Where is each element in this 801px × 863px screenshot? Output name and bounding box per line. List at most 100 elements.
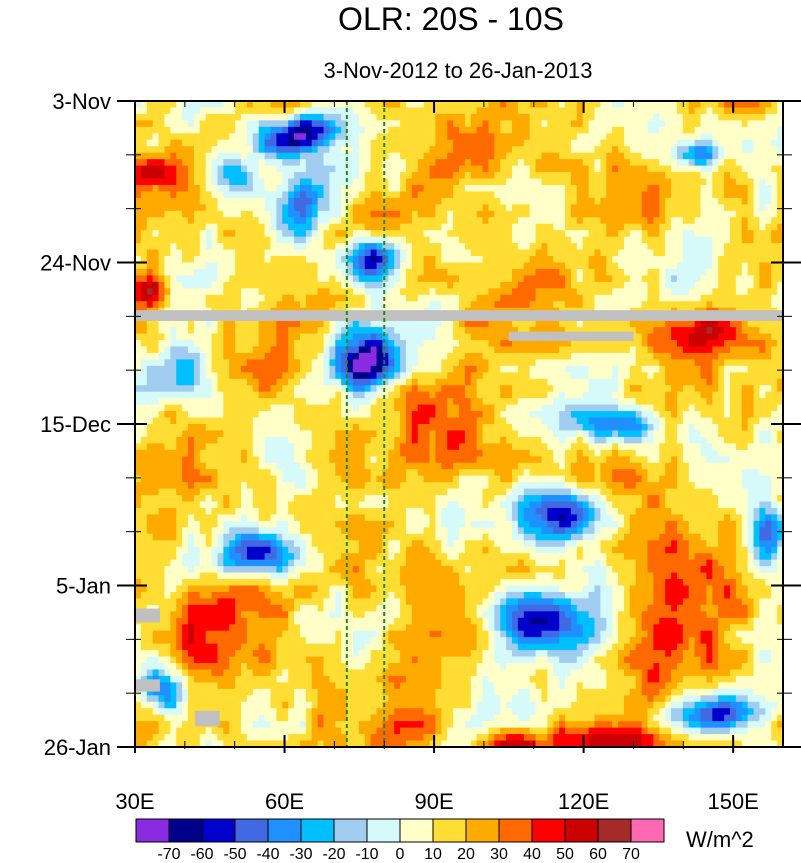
olr-cell (252, 120, 260, 128)
olr-cell (559, 101, 566, 109)
olr-cell (459, 333, 466, 341)
olr-cell (729, 288, 737, 296)
olr-cell (176, 204, 183, 212)
olr-cell (700, 197, 708, 205)
olr-cell (565, 346, 572, 354)
olr-cell (376, 197, 384, 205)
olr-cell (712, 262, 719, 270)
olr-cell (771, 197, 778, 205)
olr-cell (305, 301, 313, 309)
olr-cell (665, 301, 672, 309)
olr-cell (759, 352, 766, 360)
olr-cell (429, 352, 437, 360)
olr-cell (570, 165, 578, 173)
olr-cell (429, 327, 437, 335)
olr-cell (647, 146, 654, 154)
olr-cell (417, 365, 425, 373)
olr-cell (411, 172, 419, 180)
olr-cell (152, 172, 160, 180)
olr-cell (388, 352, 395, 360)
olr-cell (429, 217, 437, 225)
olr-cell (176, 378, 183, 386)
olr-cell (376, 249, 384, 257)
olr-cell (735, 139, 743, 147)
olr-cell (405, 133, 413, 141)
olr-cell (158, 178, 166, 186)
olr-cell (311, 378, 319, 386)
olr-cell (671, 159, 678, 167)
olr-cell (653, 359, 660, 367)
olr-cell (565, 107, 572, 115)
olr-cell (700, 256, 708, 264)
olr-cell (264, 365, 272, 373)
olr-cell (388, 378, 395, 386)
olr-cell (193, 243, 201, 251)
olr-cell (777, 217, 783, 225)
olr-cell (512, 210, 519, 218)
olr-cell (464, 385, 472, 393)
olr-cell (376, 320, 384, 328)
olr-cell (712, 230, 719, 238)
olr-cell (170, 197, 177, 205)
olr-cell (223, 204, 230, 212)
olr-cell (347, 204, 354, 212)
olr-cell (671, 236, 678, 244)
olr-cell (435, 152, 442, 160)
olr-cell (435, 301, 442, 309)
olr-cell (529, 152, 537, 160)
olr-cell (735, 210, 743, 218)
olr-cell (329, 256, 336, 264)
olr-cell (229, 204, 236, 212)
olr-cell (252, 223, 260, 231)
olr-cell (753, 223, 761, 231)
olr-cell (641, 172, 649, 180)
olr-cell (270, 126, 277, 134)
olr-cell (429, 223, 437, 231)
olr-cell (135, 146, 142, 154)
olr-cell (523, 275, 531, 283)
olr-cell (241, 372, 248, 380)
olr-cell (376, 230, 384, 238)
olr-cell (435, 101, 442, 109)
olr-cell (476, 184, 484, 193)
olr-cell (135, 204, 142, 212)
olr-cell (146, 126, 154, 134)
olr-cell (582, 268, 590, 277)
olr-cell (199, 236, 207, 244)
olr-cell (441, 385, 448, 393)
olr-cell (358, 294, 366, 302)
olr-cell (182, 327, 189, 335)
olr-cell (623, 126, 631, 134)
olr-cell (276, 288, 283, 296)
olr-cell (682, 139, 690, 147)
olr-cell (671, 120, 678, 128)
olr-cell (506, 152, 513, 160)
olr-cell (235, 139, 242, 147)
olr-cell (135, 165, 142, 173)
olr-cell (158, 262, 166, 270)
olr-cell (193, 133, 201, 141)
olr-cell (394, 184, 401, 193)
olr-cell (671, 378, 678, 386)
olr-cell (494, 346, 501, 354)
olr-cell (176, 391, 183, 399)
olr-cell (382, 281, 389, 289)
olr-cell (759, 249, 766, 257)
olr-cell (700, 294, 708, 302)
olr-cell (724, 340, 731, 348)
olr-cell (405, 333, 413, 341)
olr-cell (193, 340, 201, 348)
olr-cell (400, 294, 407, 302)
olr-cell (376, 223, 384, 231)
olr-cell (718, 249, 725, 257)
olr-cell (376, 262, 384, 270)
olr-cell (229, 256, 236, 264)
olr-cell (370, 120, 378, 128)
olr-cell (512, 281, 519, 289)
olr-cell (305, 159, 313, 167)
olr-cell (494, 327, 501, 335)
olr-cell (735, 191, 743, 199)
olr-cell (582, 281, 590, 289)
olr-cell (623, 385, 631, 393)
olr-cell (500, 327, 507, 335)
